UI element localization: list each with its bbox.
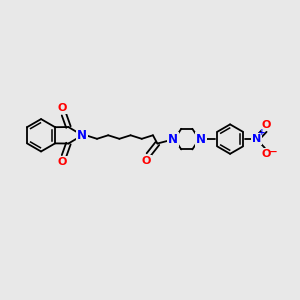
Text: N: N — [252, 134, 261, 144]
Text: O: O — [262, 149, 271, 159]
Text: −: − — [269, 147, 278, 157]
Text: N: N — [196, 133, 206, 146]
Text: O: O — [262, 120, 271, 130]
Text: O: O — [142, 156, 151, 166]
Text: +: + — [258, 128, 266, 137]
Text: O: O — [58, 158, 67, 167]
Text: O: O — [58, 103, 67, 113]
Text: N: N — [77, 129, 87, 142]
Text: N: N — [168, 133, 178, 146]
